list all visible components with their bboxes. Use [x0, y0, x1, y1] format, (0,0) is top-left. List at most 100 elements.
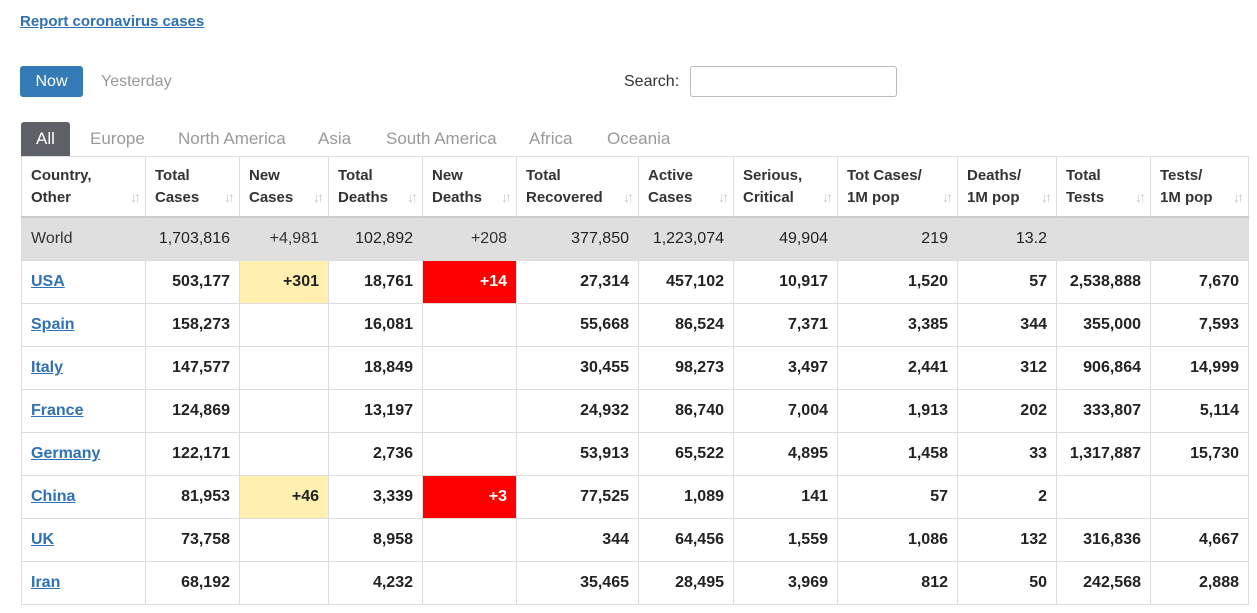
header-label-line1: Active	[648, 166, 694, 184]
tab-north-america[interactable]: North America	[178, 129, 286, 148]
sort-arrows-icon[interactable]: ↓↑	[718, 189, 729, 205]
cell-total-tests: 242,568	[1056, 561, 1151, 605]
sort-arrows-icon[interactable]: ↓↑	[623, 189, 634, 205]
cell-total-deaths: 18,761	[328, 260, 423, 304]
cell-tests-per-1m: 4,667	[1150, 518, 1249, 562]
country-link[interactable]: Iran	[31, 574, 61, 591]
cell-total-cases: 1,703,816	[145, 216, 240, 261]
header-serious-critical[interactable]: Serious, Critical ↓↑	[733, 156, 838, 218]
search-input[interactable]	[690, 66, 897, 97]
yesterday-button[interactable]: Yesterday	[101, 73, 172, 90]
table-row: UK 73,758 8,958 344 64,456 1,559 1,086 132 316,8…	[21, 518, 1249, 562]
cell-total-tests: 2,538,888	[1056, 260, 1151, 304]
header-deaths-per-1m[interactable]: Deaths/1M pop ↓↑	[957, 156, 1057, 218]
sort-arrows-icon[interactable]: ↓↑	[501, 189, 512, 205]
cell-active-cases: 28,495	[638, 561, 734, 605]
cell-tests-per-1m: 5,114	[1150, 389, 1249, 433]
cell-serious-critical: 4,895	[733, 432, 838, 476]
tab-oceania[interactable]: Oceania	[607, 129, 671, 148]
header-total-tests[interactable]: Total Tests ↓↑	[1056, 156, 1151, 218]
sort-arrows-icon[interactable]: ↓↑	[1135, 189, 1146, 205]
header-country[interactable]: Country, Other ↓↑	[21, 156, 146, 218]
header-label-line2: 1M pop	[1160, 188, 1213, 206]
sort-arrows-icon[interactable]: ↓↑	[224, 189, 235, 205]
tab-all[interactable]: All	[21, 122, 70, 156]
table-row: USA 503,177 +301 18,761 +14 27,314 457,102 10,9…	[21, 260, 1249, 304]
header-total-recovered[interactable]: Total Recovered ↓↑	[516, 156, 639, 218]
cell-cases-per-1m: 812	[837, 561, 958, 605]
table-row: Germany 122,171 2,736 53,913 65,522 4,895 1,45…	[21, 432, 1249, 476]
table-row: France 124,869 13,197 24,932 86,740 7,004 1,91…	[21, 389, 1249, 433]
cell-total-tests: 355,000	[1056, 303, 1151, 347]
header-label-line1: Total	[338, 166, 373, 184]
search-label: Search:	[624, 73, 680, 90]
sort-arrows-icon[interactable]: ↓↑	[822, 189, 833, 205]
table-row: Iran 68,192 4,232 35,465 28,495 3,969 812 50 242…	[21, 561, 1249, 605]
cell-country: Iran	[21, 561, 146, 605]
country-link[interactable]: UK	[31, 531, 55, 548]
header-label-line2: Cases	[648, 188, 693, 206]
cell-active-cases: 1,223,074	[638, 216, 734, 261]
header-label-line1: Deaths/	[967, 166, 1022, 184]
cell-new-deaths	[422, 346, 517, 390]
cell-total-recovered: 27,314	[516, 260, 639, 304]
tab-south-america[interactable]: South America	[386, 129, 497, 148]
cell-new-deaths: +3	[422, 475, 517, 519]
country-link[interactable]: Spain	[31, 316, 75, 333]
cell-total-recovered: 55,668	[516, 303, 639, 347]
country-link[interactable]: France	[31, 402, 84, 419]
cell-new-deaths	[422, 432, 517, 476]
cell-serious-critical: 3,969	[733, 561, 838, 605]
cell-new-deaths	[422, 518, 517, 562]
tab-asia[interactable]: Asia	[318, 129, 352, 148]
header-label-line1: Tot Cases/	[847, 166, 922, 184]
sort-arrows-icon[interactable]: ↓↑	[313, 189, 324, 205]
sort-arrows-icon[interactable]: ↓↑	[407, 189, 418, 205]
cell-country: World	[21, 216, 146, 261]
now-button[interactable]: Now	[20, 66, 83, 97]
report-cases-link[interactable]: Report coronavirus cases	[20, 13, 205, 30]
cell-new-cases: +46	[239, 475, 329, 519]
header-label-line1: Total	[155, 166, 190, 184]
sort-arrows-icon[interactable]: ↓↑	[1233, 189, 1244, 205]
cell-new-deaths	[422, 561, 517, 605]
header-new-cases[interactable]: New Cases ↓↑	[239, 156, 329, 218]
cell-deaths-per-1m: 132	[957, 518, 1057, 562]
cell-tests-per-1m: 7,670	[1150, 260, 1249, 304]
cell-total-deaths: 3,339	[328, 475, 423, 519]
cell-tests-per-1m	[1150, 475, 1249, 519]
cell-new-cases	[239, 561, 329, 605]
header-label-line2: Critical	[743, 188, 794, 206]
cell-deaths-per-1m: 33	[957, 432, 1057, 476]
tab-europe[interactable]: Europe	[90, 129, 145, 148]
country-link[interactable]: Germany	[31, 445, 101, 462]
cell-total-cases: 73,758	[145, 518, 240, 562]
sort-arrows-icon[interactable]: ↓↑	[942, 189, 953, 205]
cell-total-deaths: 102,892	[328, 216, 423, 261]
header-new-deaths[interactable]: New Deaths ↓↑	[422, 156, 517, 218]
cell-deaths-per-1m: 344	[957, 303, 1057, 347]
cell-total-recovered: 24,932	[516, 389, 639, 433]
cell-deaths-per-1m: 2	[957, 475, 1057, 519]
header-tests-per-1m[interactable]: Tests/1M pop ↓↑	[1150, 156, 1249, 218]
header-active-cases[interactable]: Active Cases ↓↑	[638, 156, 734, 218]
header-total-deaths[interactable]: Total Deaths ↓↑	[328, 156, 423, 218]
country-link[interactable]: Italy	[31, 359, 64, 376]
tab-africa[interactable]: Africa	[529, 129, 573, 148]
cell-deaths-per-1m: 202	[957, 389, 1057, 433]
cell-total-recovered: 35,465	[516, 561, 639, 605]
sort-arrows-icon[interactable]: ↓↑	[1041, 189, 1052, 205]
country-link[interactable]: USA	[31, 273, 65, 290]
header-label-line1: Serious,	[743, 166, 803, 184]
cell-country: Italy	[21, 346, 146, 390]
header-total-cases[interactable]: Total Cases ↓↑	[145, 156, 240, 218]
header-label-line1: Total	[526, 166, 561, 184]
sort-arrows-icon[interactable]: ↓↑	[130, 189, 141, 205]
cell-new-cases: +4,981	[239, 216, 329, 261]
header-label-line2: 1M pop	[967, 188, 1020, 206]
cell-total-cases: 124,869	[145, 389, 240, 433]
header-cases-per-1m[interactable]: Tot Cases/1M pop ↓↑	[837, 156, 958, 218]
world-row: World 1,703,816 +4,981 102,892 +208 377,850 1,…	[21, 216, 1249, 261]
cell-country: France	[21, 389, 146, 433]
country-link[interactable]: China	[31, 488, 76, 505]
